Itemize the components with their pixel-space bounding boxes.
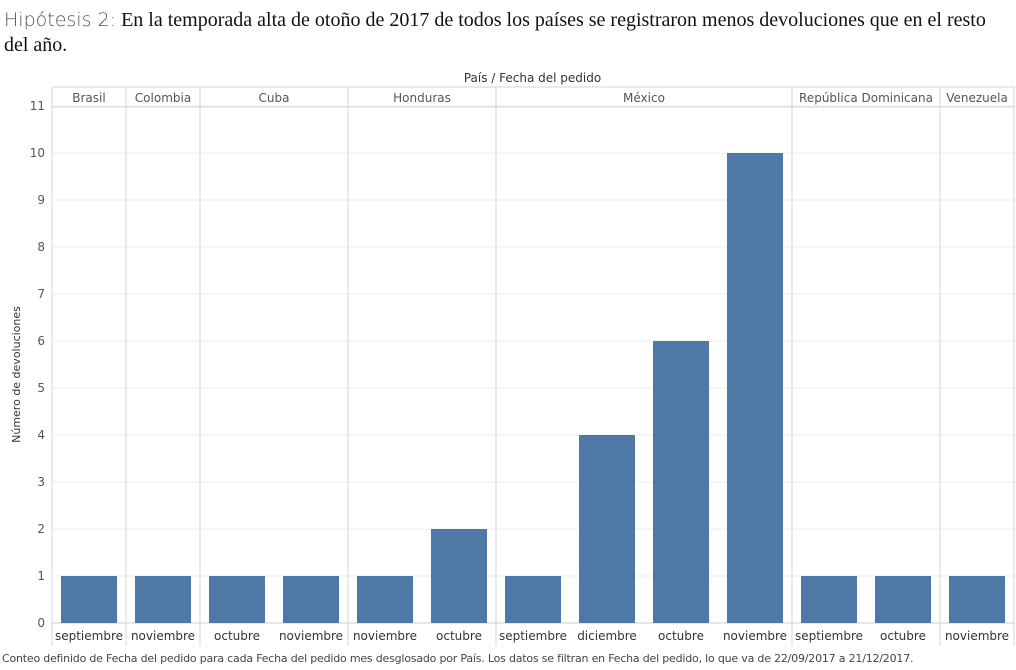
bar xyxy=(135,576,191,623)
group-label: Venezuela xyxy=(946,91,1008,105)
bar xyxy=(357,576,413,623)
x-tick-label: octubre xyxy=(658,629,704,643)
x-tick-label: septiembre xyxy=(795,629,863,643)
x-tick-label: noviembre xyxy=(945,629,1009,643)
group-label: República Dominicana xyxy=(799,91,933,105)
group-label: Brasil xyxy=(72,91,105,105)
x-tick-label: noviembre xyxy=(353,629,417,643)
bar xyxy=(653,341,709,623)
y-tick-label: 4 xyxy=(37,428,45,442)
bar xyxy=(431,529,487,623)
bar-chart: País / Fecha del pedido 0 1 2 3 4 5 6 7 8 9 10 11 Núm… xyxy=(10,71,1015,646)
group-label: Honduras xyxy=(393,91,451,105)
group-label: Cuba xyxy=(259,91,290,105)
bar xyxy=(579,435,635,623)
header-label: País / Fecha del pedido xyxy=(464,71,601,85)
y-tick-label: 6 xyxy=(37,334,45,348)
group-label: Colombia xyxy=(135,91,191,105)
bar xyxy=(949,576,1005,623)
bar xyxy=(875,576,931,623)
x-tick-label: octubre xyxy=(214,629,260,643)
chart-footnote: Conteo definido de Fecha del pedido para… xyxy=(2,652,914,665)
x-tick-label: diciembre xyxy=(577,629,637,643)
y-tick-label: 11 xyxy=(30,99,45,113)
y-tick-label: 2 xyxy=(37,522,45,536)
title-text: En la temporada alta de otoño de 2017 de… xyxy=(4,9,986,56)
y-tick-label: 7 xyxy=(37,287,45,301)
bar xyxy=(209,576,265,623)
x-tick-label: noviembre xyxy=(723,629,787,643)
x-tick-label: noviembre xyxy=(279,629,343,643)
bar xyxy=(61,576,117,623)
y-tick-label: 8 xyxy=(37,240,45,254)
bar xyxy=(727,153,783,623)
y-tick-label: 0 xyxy=(37,616,45,630)
y-tick-label: 10 xyxy=(30,146,45,160)
x-tick-label: septiembre xyxy=(55,629,123,643)
y-tick-label: 1 xyxy=(37,569,45,583)
y-tick-label: 9 xyxy=(37,193,45,207)
bar xyxy=(283,576,339,623)
x-tick-label: octubre xyxy=(880,629,926,643)
group-label: México xyxy=(623,91,665,105)
x-tick-label: septiembre xyxy=(499,629,567,643)
bar xyxy=(505,576,561,623)
title-prefix: Hipótesis 2: xyxy=(4,9,116,31)
y-axis-title: Número de devoluciones xyxy=(10,306,23,443)
y-tick-label: 3 xyxy=(37,475,45,489)
x-tick-label: octubre xyxy=(436,629,482,643)
y-tick-label: 5 xyxy=(37,381,45,395)
bar xyxy=(801,576,857,623)
chart-title: Hipótesis 2: En la temporada alta de oto… xyxy=(4,8,1004,58)
x-tick-label: noviembre xyxy=(131,629,195,643)
